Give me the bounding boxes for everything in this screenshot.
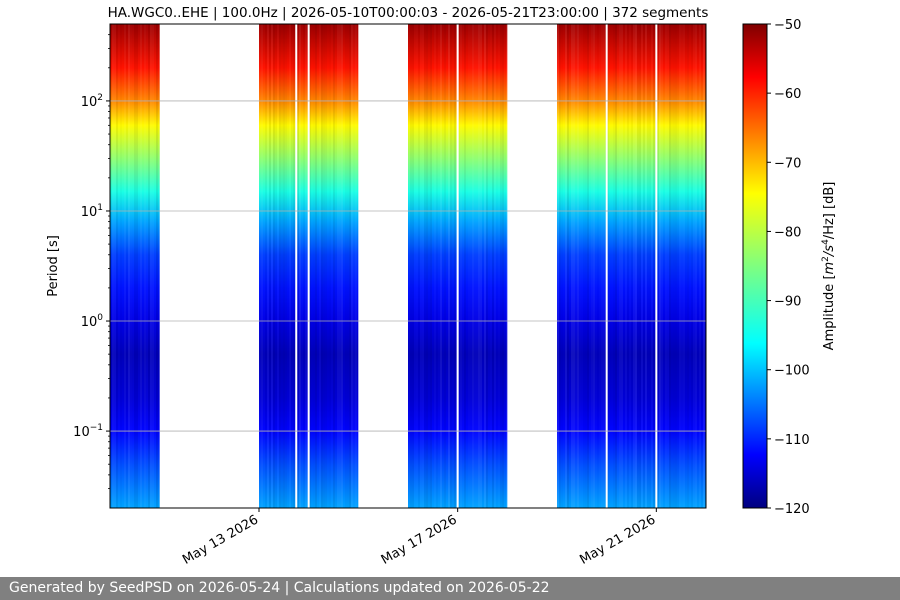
grid-lines [110, 100, 706, 432]
colorbar: −50 −60 −70 −80 −90 −100 −110 −120 Amplitude [m… [742, 18, 837, 517]
plot-frame [109, 23, 707, 509]
data-block-texture-1 [110, 24, 158, 508]
y-tick-label-2: 100 [81, 313, 104, 330]
colorbar-tick-label-3: −70 [774, 156, 801, 171]
colorbar-tick-label-1: −50 [774, 18, 801, 33]
y-tick-label-3: 101 [81, 203, 103, 220]
colorbar-tick-label-2: −60 [774, 87, 801, 102]
y-tick-label-4: 102 [81, 93, 103, 110]
data-blocks [110, 24, 706, 508]
x-axis: May 13 2026 May 17 2026 May 21 2026 [180, 508, 658, 568]
data-block-1 [110, 24, 160, 508]
y-axis-label: Period [s] [46, 235, 61, 297]
data-block-4 [557, 24, 706, 508]
gap-lines [295, 24, 658, 508]
chart-title: HA.WGC0..EHE | 100.0Hz | 2026-05-10T00:0… [108, 5, 709, 21]
plot-area [110, 24, 706, 508]
data-gap-5 [655, 24, 658, 508]
data-gap-3 [456, 24, 459, 508]
colorbar-ticks: −50 −60 −70 −80 −90 −100 −110 −120 [767, 18, 810, 517]
footer-text: Generated by SeedPSD on 2026-05-24 | Cal… [9, 580, 550, 596]
footer-bar: Generated by SeedPSD on 2026-05-24 | Cal… [0, 577, 900, 600]
data-block-texture-2 [261, 24, 357, 508]
data-block-texture-3 [410, 24, 508, 508]
data-gap-2 [307, 24, 310, 508]
colorbar-bar [742, 23, 768, 509]
x-tick-label-2: May 17 2026 [379, 512, 460, 567]
colorbar-tick-label-7: −110 [774, 433, 810, 448]
data-block-texture-4 [557, 24, 706, 508]
colorbar-label: Amplitude [m2/s4/Hz] [dB] [821, 182, 837, 351]
colorbar-tick-label-8: −120 [774, 502, 810, 517]
y-axis: 10−1 100 101 102 [73, 34, 110, 490]
colorbar-tick-label-4: −80 [774, 225, 801, 240]
x-tick-label-1: May 13 2026 [180, 512, 261, 567]
data-gap-4 [605, 24, 608, 508]
colorbar-tick-label-6: −100 [774, 364, 810, 379]
colorbar-tick-label-5: −90 [774, 295, 801, 310]
x-tick-label-3: May 21 2026 [577, 512, 658, 567]
data-gap-1 [295, 24, 298, 508]
y-tick-label-1: 10−1 [73, 423, 103, 440]
